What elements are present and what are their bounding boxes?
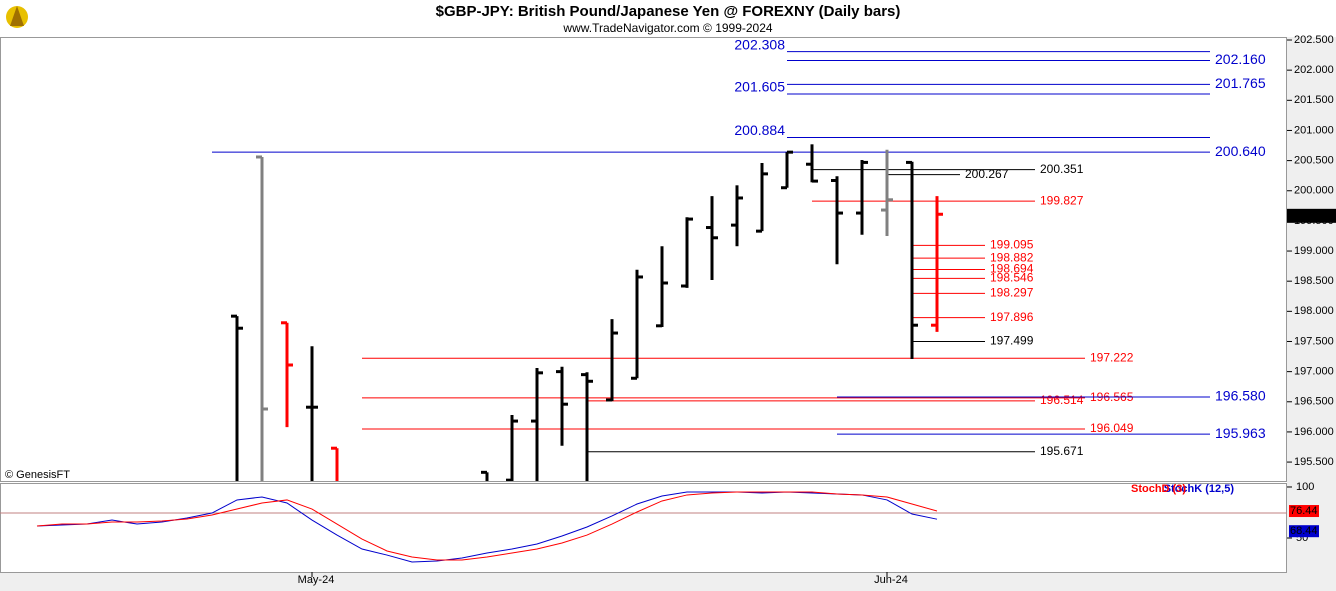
- y-tick-label: 196.500: [1294, 396, 1334, 408]
- chart-title: $GBP-JPY: British Pound/Japanese Yen @ F…: [436, 3, 901, 20]
- level-label: 202.160: [1215, 51, 1266, 67]
- y-tick-label: 196.000: [1294, 426, 1334, 438]
- level-label: 198.297: [990, 286, 1034, 300]
- last-value-label: 68.44: [1290, 525, 1318, 537]
- level-label: 198.546: [990, 271, 1034, 285]
- y-axis-area: [1287, 37, 1336, 591]
- y-tick-label: 200.000: [1294, 185, 1334, 197]
- last-value-box: [1289, 505, 1319, 518]
- indicator-panel: [0, 483, 1287, 573]
- logo: [6, 6, 28, 28]
- level-label: 201.605: [734, 79, 785, 95]
- y-tick-label: 198.500: [1294, 275, 1334, 287]
- level-label: 197.896: [990, 310, 1034, 324]
- indicator-line: [36, 491, 938, 561]
- y-tick-label: 201.000: [1294, 124, 1334, 136]
- level-label: 202.308: [734, 36, 785, 52]
- level-label: 197.222: [1090, 350, 1134, 364]
- x-tick-label: May-24: [298, 574, 335, 586]
- level-label: 199.827: [1040, 193, 1084, 207]
- level-label: 200.267: [965, 167, 1009, 181]
- last-value-label: 76.44: [1290, 505, 1318, 517]
- level-label: 200.351: [1040, 162, 1084, 176]
- level-label: 201.765: [1215, 75, 1266, 91]
- header: [0, 0, 1336, 37]
- last-price-label: 199.584: [1290, 210, 1330, 222]
- y-tick-label: 197.500: [1294, 335, 1334, 347]
- y-tick-label: 202.500: [1294, 34, 1334, 46]
- price-panel: [0, 37, 1287, 482]
- y-tick-label: 195.500: [1294, 456, 1334, 468]
- level-label: 196.580: [1215, 388, 1266, 404]
- legend-label: StochD (3): [1131, 483, 1186, 495]
- level-label: 199.095: [990, 237, 1034, 251]
- axes: 195.500 196.000 196.500 197.000 197.500 198.0…: [298, 34, 1336, 586]
- level-label: 200.640: [1215, 143, 1266, 159]
- y-tick-label: 202.000: [1294, 64, 1334, 76]
- level-label: 198.694: [990, 262, 1034, 276]
- level-label: 195.963: [1215, 425, 1266, 441]
- y-tick-label: 100: [1296, 481, 1314, 493]
- x-tick-label: Jun-24: [874, 574, 908, 586]
- price-plot: 202.308 202.160 201.765 201.605 200.884 200.6…: [212, 36, 1266, 481]
- level-label: 200.884: [734, 122, 785, 138]
- indicator-plot: [0, 491, 1287, 563]
- last-price-box: [1287, 208, 1336, 223]
- subtitle: www.TradeNavigator.com © 1999-2024: [562, 21, 772, 35]
- level-label: 195.671: [1040, 444, 1084, 458]
- level-label: 198.882: [990, 250, 1034, 264]
- y-tick-label: 201.500: [1294, 94, 1334, 106]
- watermark: © GenesisFT: [5, 469, 70, 481]
- y-tick-label: 199.000: [1294, 245, 1334, 257]
- x-axis-area: [0, 573, 1287, 591]
- level-label: 196.514: [1040, 393, 1084, 407]
- y-tick-label: 198.000: [1294, 305, 1334, 317]
- last-value-box: [1289, 525, 1319, 538]
- y-tick-label: 200.500: [1294, 155, 1334, 167]
- legend-label: StochK (12,5): [1164, 483, 1235, 495]
- level-label: 196.049: [1090, 421, 1134, 435]
- level-label: 197.499: [990, 334, 1034, 348]
- y-tick-label: 197.000: [1294, 366, 1334, 378]
